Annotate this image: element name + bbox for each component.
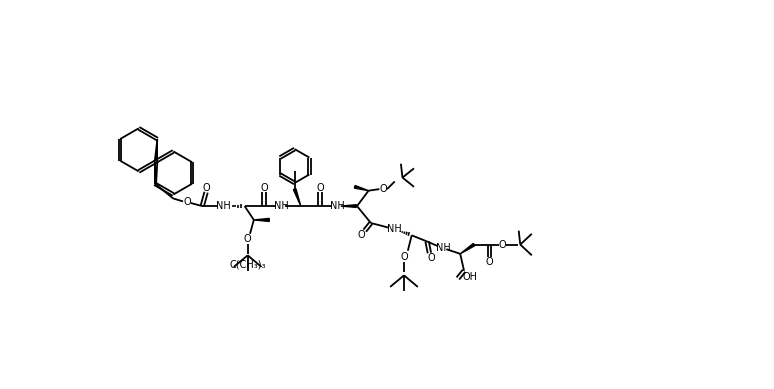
- Text: NH: NH: [387, 224, 402, 234]
- Text: O: O: [183, 197, 190, 207]
- Text: O: O: [379, 184, 387, 194]
- Polygon shape: [341, 205, 356, 207]
- Text: O: O: [427, 253, 435, 263]
- Text: OH: OH: [463, 272, 478, 282]
- Text: O: O: [485, 256, 493, 266]
- Polygon shape: [354, 186, 368, 191]
- Text: NH: NH: [217, 201, 231, 211]
- Text: NH: NH: [436, 243, 450, 252]
- Polygon shape: [293, 189, 301, 206]
- Polygon shape: [254, 218, 269, 221]
- Text: O: O: [317, 182, 324, 193]
- Text: C(CH₃)₃: C(CH₃)₃: [229, 259, 266, 270]
- Text: NH: NH: [330, 201, 345, 211]
- Polygon shape: [461, 244, 474, 254]
- Text: O: O: [260, 182, 268, 193]
- Text: O: O: [498, 240, 506, 250]
- Text: O: O: [244, 234, 252, 244]
- Text: O: O: [358, 230, 365, 240]
- Text: O: O: [202, 182, 210, 193]
- Text: O: O: [400, 252, 408, 262]
- Text: NH: NH: [274, 201, 289, 211]
